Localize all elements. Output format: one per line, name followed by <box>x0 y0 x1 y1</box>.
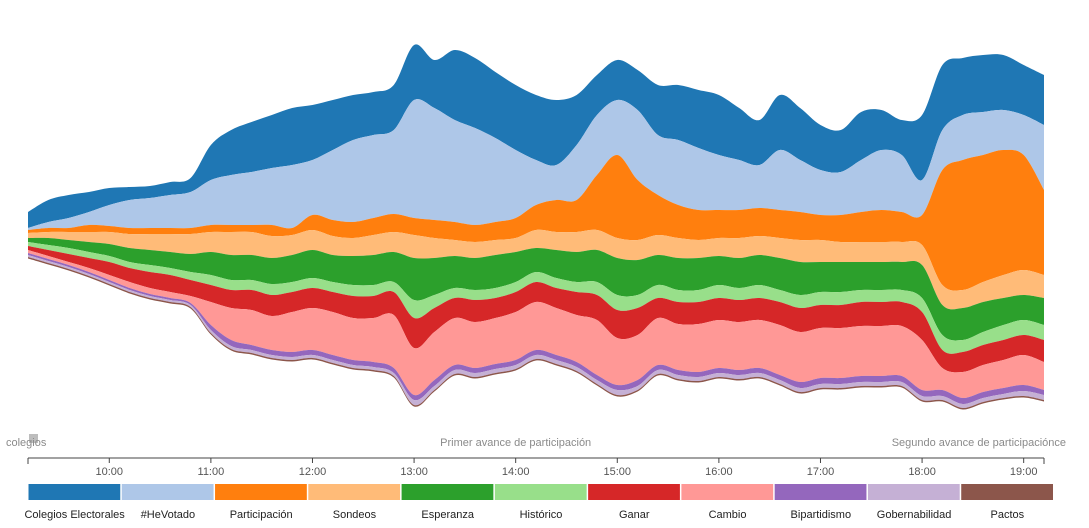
legend-swatch-gobernabilidad[interactable] <box>867 484 960 500</box>
legend-swatch-hevotado[interactable] <box>121 484 214 500</box>
tick-label: 12:00 <box>299 466 327 478</box>
legend-label-sondeos[interactable]: Sondeos <box>333 509 377 521</box>
tick-label: 10:00 <box>96 466 124 478</box>
stream-layer-ganar[interactable] <box>28 246 1044 373</box>
legend-swatch-pactos[interactable] <box>961 484 1053 500</box>
stream-layer-hist-rico[interactable] <box>28 242 1044 354</box>
stream-layer-esperanza[interactable] <box>28 237 1044 341</box>
tick-label: 19:00 <box>1010 466 1038 478</box>
tick-label: 16:00 <box>705 466 733 478</box>
legend-swatch-esperanza[interactable] <box>401 484 494 500</box>
legend-swatch-sondeos[interactable] <box>308 484 401 500</box>
legend-swatch-participaci-n[interactable] <box>215 484 307 500</box>
legend: Colegios Electorales #HeVotado Participaci… <box>24 484 1053 521</box>
tick-label: 15:00 <box>604 466 632 478</box>
legend-label-pactos[interactable]: Pactos <box>991 509 1025 521</box>
legend-swatch-cambio[interactable] <box>681 484 774 500</box>
legend-label-hevotado[interactable]: #HeVotado <box>141 509 195 521</box>
tick-label: 13:00 <box>400 466 428 478</box>
tick-label: 18:00 <box>908 466 936 478</box>
legend-swatch-bipartidismo[interactable] <box>774 484 867 500</box>
stream-layers <box>28 44 1044 410</box>
tick-label: 17:00 <box>807 466 835 478</box>
brush-handle[interactable] <box>29 434 38 443</box>
annotation-label: colegios <box>6 437 47 449</box>
time-axis: 10:00 11:00 12:00 13:00 14:00 15:00 16:00 17:00… <box>27 457 1045 478</box>
legend-label-participaci-n[interactable]: Participación <box>230 509 293 521</box>
legend-swatch-ganar[interactable] <box>588 484 680 500</box>
tick-label: 11:00 <box>198 466 225 478</box>
legend-label-bipartidismo[interactable]: Bipartidismo <box>791 509 852 521</box>
annotations: colegios Primer avance de participación Se… <box>6 434 1066 449</box>
legend-label-esperanza[interactable]: Esperanza <box>421 509 474 521</box>
tick-label: 14:00 <box>502 466 530 478</box>
legend-label-cambio[interactable]: Cambio <box>709 509 747 521</box>
legend-swatch-colegios-electorales[interactable] <box>28 484 121 500</box>
stream-layer-participaci-n[interactable] <box>28 149 1044 291</box>
legend-label-hist-rico[interactable]: Histórico <box>520 509 563 521</box>
stream-layer-sondeos[interactable] <box>28 229 1044 310</box>
annotation-label: Segundo avance de participaciónce <box>892 437 1066 449</box>
stream-layer-cambio[interactable] <box>28 250 1044 399</box>
legend-label-gobernabilidad[interactable]: Gobernabilidad <box>877 509 952 521</box>
legend-swatch-hist-rico[interactable] <box>494 484 587 500</box>
legend-label-ganar[interactable]: Ganar <box>619 509 650 521</box>
annotation-label: Primer avance de participación <box>440 437 591 449</box>
stream-layer-colegios-electorales[interactable] <box>28 44 1044 228</box>
legend-label-colegios-electorales[interactable]: Colegios Electorales <box>24 509 125 521</box>
stream-layer-hevotado[interactable] <box>28 99 1044 230</box>
